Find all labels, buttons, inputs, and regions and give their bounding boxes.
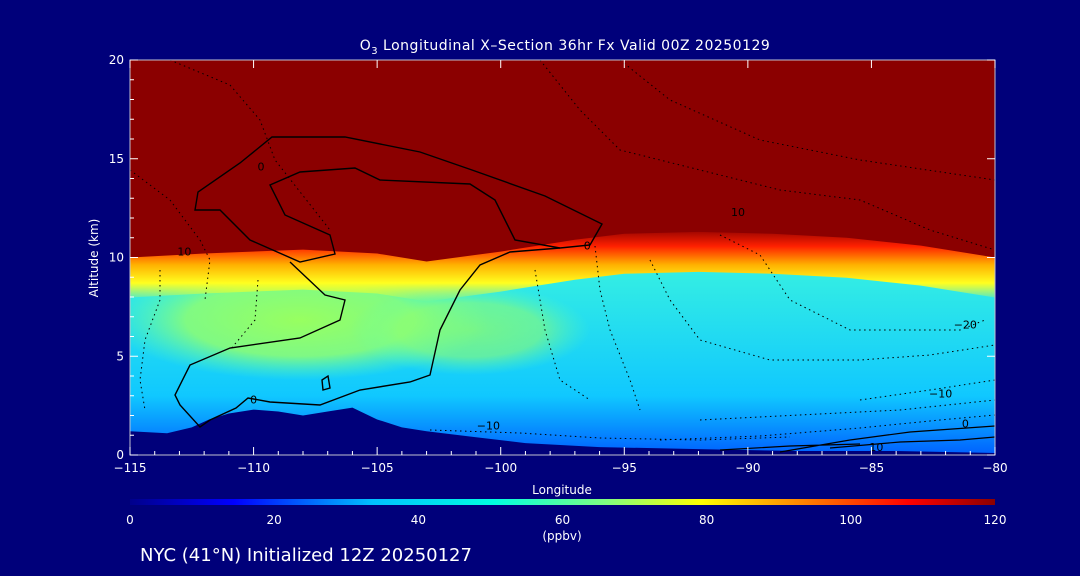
x-axis-title: Longitude bbox=[532, 483, 592, 497]
stratosphere-field bbox=[130, 60, 995, 262]
colorbar-ticks: 0 20 40 60 80 100 120 bbox=[126, 513, 1006, 527]
x-tick-label: −80 bbox=[982, 461, 1007, 475]
contour-label: 10 bbox=[869, 441, 883, 454]
mid-troposphere-green-region-center bbox=[350, 285, 590, 375]
plot-area: 0 0 10 10 −20 −10 0 −10 0 10 bbox=[130, 60, 995, 455]
colorbar-tick-label: 40 bbox=[411, 513, 426, 527]
contour-label: 0 bbox=[584, 240, 591, 253]
contour-labels: 0 0 10 10 −20 −10 0 −10 0 10 bbox=[177, 161, 977, 454]
x-tick-label: −105 bbox=[361, 461, 394, 475]
y-axis: 0 5 10 15 20 bbox=[109, 53, 995, 462]
contour-line-boundary-layer bbox=[719, 425, 995, 453]
contour-label: 0 bbox=[257, 161, 264, 174]
y-tick-label: 15 bbox=[109, 152, 124, 166]
colorbar-tick-label: 60 bbox=[555, 513, 570, 527]
x-tick-label: −115 bbox=[114, 461, 147, 475]
chart-title: O3 Longitudinal X–Section 36hr Fx Valid … bbox=[360, 38, 771, 57]
contour-line-zero-upper bbox=[194, 136, 603, 263]
colorbar-tick-label: 20 bbox=[267, 513, 282, 527]
colorbar-tick-label: 0 bbox=[126, 513, 134, 527]
contour-label: −20 bbox=[954, 319, 977, 332]
x-tick-label: −85 bbox=[859, 461, 884, 475]
colorbar-tick-label: 80 bbox=[699, 513, 714, 527]
x-tick-label: −90 bbox=[735, 461, 760, 475]
colorbar-unit: (ppbv) bbox=[542, 529, 581, 543]
colorbar-tick-label: 100 bbox=[839, 513, 862, 527]
y-tick-label: 5 bbox=[116, 349, 124, 363]
x-axis: −115 −110 −105 −100 −95 −90 −85 −80 bbox=[114, 60, 1008, 475]
contour-label: −10 bbox=[929, 388, 952, 401]
tropopause-transition-band bbox=[130, 227, 995, 302]
x-tick-label: −100 bbox=[484, 461, 517, 475]
contour-label: 10 bbox=[177, 246, 191, 259]
x-tick-label: −110 bbox=[237, 461, 270, 475]
terrain bbox=[130, 407, 995, 455]
y-axis-title: Altitude (km) bbox=[87, 219, 101, 298]
contour-line-zero-lower bbox=[174, 247, 561, 428]
x-tick-label: −95 bbox=[612, 461, 637, 475]
colorbar bbox=[130, 499, 995, 505]
y-tick-label: 10 bbox=[109, 251, 124, 265]
contour-line-small-loop bbox=[321, 374, 331, 391]
footer-initialization-text: NYC (41°N) Initialized 12Z 20250127 bbox=[140, 545, 472, 566]
colorbar-tick-label: 120 bbox=[984, 513, 1007, 527]
contour-label: −10 bbox=[477, 419, 500, 432]
contour-label: 10 bbox=[731, 206, 745, 219]
dotted-contours bbox=[130, 60, 995, 441]
contour-label: 0 bbox=[962, 417, 969, 430]
y-tick-label: 20 bbox=[109, 53, 124, 67]
contour-label: 0 bbox=[250, 394, 257, 407]
y-tick-label: 0 bbox=[116, 448, 124, 462]
